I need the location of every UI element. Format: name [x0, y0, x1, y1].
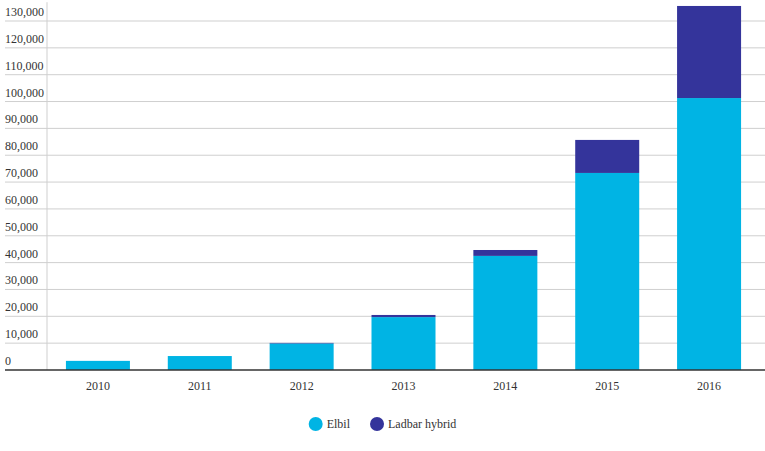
y-axis-line — [47, 2, 48, 370]
legend-label: Ladbar hybrid — [388, 417, 456, 431]
bar-segment — [677, 6, 741, 98]
grid-line — [5, 289, 765, 290]
grid-line — [5, 101, 765, 102]
x-tick-label: 2013 — [392, 379, 416, 393]
bar-segment — [677, 98, 741, 370]
grid-line — [5, 74, 765, 75]
y-tick-label: 100,000 — [5, 86, 44, 100]
x-tick-label: 2016 — [697, 379, 721, 393]
chart: 0 10,000 20,000 30,000 40,000 50,000 60,000 70,… — [0, 0, 765, 451]
bar-segment — [270, 342, 334, 344]
x-tick-labels: 2010 2011 2012 2013 2014 2015 2016 — [86, 379, 721, 393]
bar-segment — [473, 250, 537, 256]
bars — [66, 6, 741, 370]
y-tick-label: 120,000 — [5, 32, 44, 46]
x-tick-label: 2014 — [493, 379, 517, 393]
y-tick-label: 90,000 — [5, 112, 38, 126]
grid-line — [5, 235, 765, 236]
x-tick-label: 2015 — [595, 379, 619, 393]
y-tick-label: 40,000 — [5, 247, 38, 261]
bar-segment — [66, 361, 130, 370]
y-tick-labels: 0 10,000 20,000 30,000 40,000 50,000 60,000 70,… — [5, 5, 44, 368]
grid — [5, 21, 765, 343]
bar-segment — [270, 343, 334, 370]
x-axis-line — [5, 369, 765, 371]
grid-line — [5, 182, 765, 183]
bar-segment — [372, 315, 436, 317]
bar-segment — [372, 317, 436, 370]
legend: Elbil Ladbar hybrid — [309, 417, 457, 431]
bar-segment — [575, 140, 639, 173]
grid-line — [5, 21, 765, 22]
x-tick-label: 2012 — [290, 379, 314, 393]
x-tick-label: 2011 — [188, 379, 212, 393]
y-tick-label: 80,000 — [5, 139, 38, 153]
y-tick-label: 50,000 — [5, 220, 38, 234]
bar-segment — [575, 173, 639, 370]
y-tick-label: 110,000 — [5, 59, 44, 73]
grid-line — [5, 128, 765, 129]
grid-line — [5, 208, 765, 209]
y-tick-label: 10,000 — [5, 327, 38, 341]
grid-line — [5, 316, 765, 317]
y-tick-label: 0 — [5, 354, 11, 368]
bar-segment — [168, 356, 232, 357]
grid-line — [5, 155, 765, 156]
bar-segment — [66, 360, 130, 361]
legend-marker — [309, 417, 323, 431]
legend-label: Elbil — [327, 417, 351, 431]
y-tick-label: 20,000 — [5, 300, 38, 314]
y-tick-label: 70,000 — [5, 166, 38, 180]
grid-line — [5, 262, 765, 263]
legend-marker — [370, 417, 384, 431]
y-tick-label: 30,000 — [5, 273, 38, 287]
grid-line — [5, 47, 765, 48]
x-tick-label: 2010 — [86, 379, 110, 393]
bar-segment — [473, 256, 537, 370]
bar-segment — [168, 356, 232, 370]
y-tick-label: 60,000 — [5, 193, 38, 207]
y-tick-label: 130,000 — [5, 5, 44, 19]
